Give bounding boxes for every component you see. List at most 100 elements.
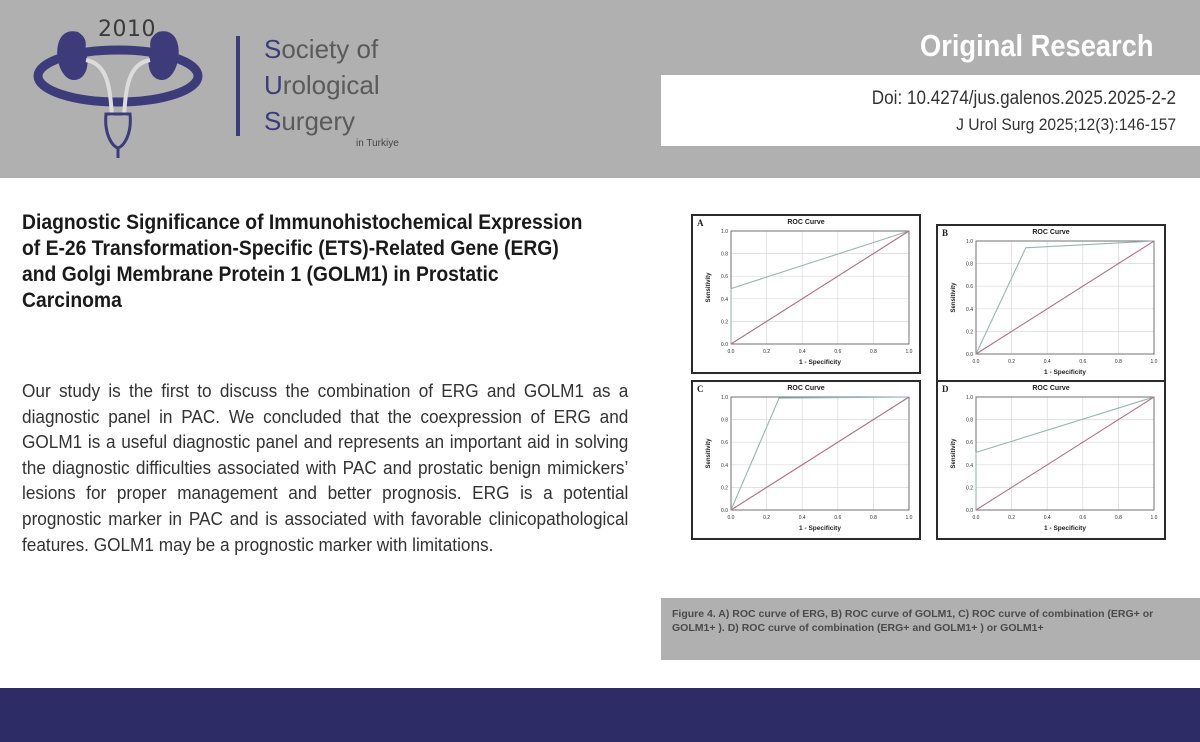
x-tick-label: 0.2	[763, 515, 770, 521]
panel-label-a: A	[697, 218, 704, 228]
y-tick-label: 0.6	[721, 440, 728, 446]
x-tick-label: 0.0	[973, 515, 980, 521]
x-axis-label: 1 - Specificity	[799, 525, 841, 532]
plot-frame	[975, 240, 1155, 355]
header-band: 2010 Society of Urological Surgery in Tu…	[0, 0, 1200, 178]
roc-series-line	[730, 396, 910, 511]
roc-panel-c: 0.0 0.2 0.4 0.6 0.8 1.0 0.0 0.2 0.4 0.6 0.8 1.0 1 - …	[691, 380, 921, 540]
y-tick-label: 0.6	[966, 440, 973, 446]
x-axis-label: 1 - Specificity	[799, 359, 841, 366]
logo-line-1: Society of	[264, 34, 378, 64]
roc-title-a: ROC Curve	[787, 219, 825, 226]
y-tick-label: 0.0	[966, 508, 973, 514]
footer-band	[0, 688, 1200, 742]
logo-subtitle: in Turkiye	[356, 138, 399, 149]
x-tick-label: 0.0	[973, 359, 980, 365]
logo-line-2-initial: U	[264, 70, 283, 100]
y-tick-label: 0.0	[966, 352, 973, 358]
figure-caption: Figure 4. A) ROC curve of ERG, B) ROC cu…	[672, 608, 1154, 634]
x-tick-label: 0.4	[799, 515, 806, 521]
logo-divider	[236, 36, 240, 136]
roc-panel-b: 0.0 0.2 0.4 0.6 0.8 1.0 0.0 0.2 0.4 0.6 0.8 1.0 1 - …	[936, 224, 1166, 384]
roc-series-line	[975, 396, 1155, 511]
y-tick-label: 0.8	[966, 262, 973, 268]
y-tick-label: 0.8	[721, 418, 728, 424]
y-tick-label: 0.4	[721, 463, 728, 469]
roc-chart-a: 0.0 0.2 0.4 0.6 0.8 1.0 0.0 0.2 0.4 0.6 0.8 1.0 1 - …	[706, 229, 913, 366]
roc-panel-a: 0.0 0.2 0.4 0.6 0.8 1.0 0.0 0.2 0.4 0.6 0.8 1.0 1 - …	[691, 214, 921, 374]
roc-series-line	[975, 396, 1155, 510]
roc-series-line	[730, 396, 910, 511]
logo-line-1-initial: S	[264, 34, 282, 64]
panel-label-c: C	[697, 384, 704, 394]
x-tick-label: 0.4	[1044, 515, 1051, 521]
y-tick-label: 1.0	[721, 229, 728, 235]
doi-text: Doi: 10.4274/jus.galenos.2025.2025-2-2	[871, 88, 1176, 109]
y-tick-label: 0.8	[721, 252, 728, 258]
article-type-badge: Original Research	[920, 28, 1154, 63]
x-tick-label: 0.8	[870, 349, 877, 355]
x-tick-label: 0.8	[870, 515, 877, 521]
x-tick-label: 0.6	[834, 515, 841, 521]
roc-title-c: ROC Curve	[787, 385, 825, 392]
logo-line-2: Urological	[264, 70, 380, 100]
y-tick-label: 1.0	[966, 239, 973, 245]
y-tick-label: 0.2	[966, 329, 973, 335]
x-tick-label: 0.2	[1008, 359, 1015, 365]
article-abstract: Our study is the first to discuss the co…	[22, 380, 629, 555]
y-axis-label: Sensitivity	[706, 272, 712, 303]
x-tick-label: 0.4	[799, 349, 806, 355]
logo-line-1-rest: ociety of	[281, 34, 379, 64]
y-axis-label: Sensitivity	[951, 438, 957, 469]
y-tick-label: 0.4	[966, 307, 973, 313]
x-tick-label: 0.6	[1079, 359, 1086, 365]
x-tick-label: 0.0	[728, 349, 735, 355]
y-axis-label: Sensitivity	[706, 438, 712, 469]
x-tick-label: 1.0	[1151, 359, 1158, 365]
logo-line-2-rest: rological	[282, 70, 380, 100]
y-tick-label: 0.2	[966, 485, 973, 491]
logo-line-3: Surgery	[264, 106, 355, 136]
x-tick-label: 0.2	[1008, 515, 1015, 521]
roc-series-line	[975, 240, 1155, 355]
y-tick-label: 0.4	[721, 297, 728, 303]
y-tick-label: 0.8	[966, 418, 973, 424]
society-logo-icon	[33, 31, 203, 158]
roc-series-line	[730, 230, 910, 344]
x-tick-label: 0.0	[728, 515, 735, 521]
x-tick-label: 1.0	[906, 515, 913, 521]
y-tick-label: 0.4	[966, 463, 973, 469]
x-tick-label: 1.0	[1151, 515, 1158, 521]
x-tick-label: 0.6	[834, 349, 841, 355]
y-tick-label: 0.2	[721, 319, 728, 325]
x-axis-label: 1 - Specificity	[1044, 369, 1086, 376]
panel-label-b: B	[942, 228, 949, 238]
y-tick-label: 0.0	[721, 342, 728, 348]
y-tick-label: 0.2	[721, 485, 728, 491]
roc-panel-d: 0.0 0.2 0.4 0.6 0.8 1.0 0.0 0.2 0.4 0.6 0.8 1.0 1 - …	[936, 380, 1166, 540]
y-tick-label: 0.6	[721, 274, 728, 280]
x-axis-label: 1 - Specificity	[1044, 525, 1086, 532]
y-tick-label: 1.0	[721, 395, 728, 401]
roc-chart-c: 0.0 0.2 0.4 0.6 0.8 1.0 0.0 0.2 0.4 0.6 0.8 1.0 1 - …	[706, 395, 913, 532]
y-tick-label: 1.0	[966, 395, 973, 401]
plot-frame	[730, 396, 910, 511]
roc-chart-d: 0.0 0.2 0.4 0.6 0.8 1.0 0.0 0.2 0.4 0.6 0.8 1.0 1 - …	[951, 395, 1158, 532]
figure-caption-box: Figure 4. A) ROC curve of ERG, B) ROC cu…	[661, 598, 1200, 660]
x-tick-label: 0.8	[1115, 359, 1122, 365]
y-axis-label: Sensitivity	[951, 282, 957, 313]
doi-box: Doi: 10.4274/jus.galenos.2025.2025-2-2 J…	[661, 75, 1200, 146]
roc-series-line	[975, 240, 1155, 355]
x-tick-label: 0.2	[763, 349, 770, 355]
y-tick-label: 0.0	[721, 508, 728, 514]
panel-label-d: D	[942, 384, 949, 394]
roc-figure: 0.0 0.2 0.4 0.6 0.8 1.0 0.0 0.2 0.4 0.6 0.8 1.0 1 - …	[691, 214, 1178, 546]
roc-chart-b: 0.0 0.2 0.4 0.6 0.8 1.0 0.0 0.2 0.4 0.6 0.8 1.0 1 - …	[951, 239, 1158, 376]
citation-text: J Urol Surg 2025;12(3):146-157	[956, 115, 1176, 134]
x-tick-label: 0.6	[1079, 515, 1086, 521]
logo-line-3-rest: urgery	[281, 106, 356, 136]
y-tick-label: 0.6	[966, 284, 973, 290]
plot-frame	[730, 230, 910, 345]
roc-title-b: ROC Curve	[1032, 229, 1070, 236]
x-tick-label: 0.4	[1044, 359, 1051, 365]
